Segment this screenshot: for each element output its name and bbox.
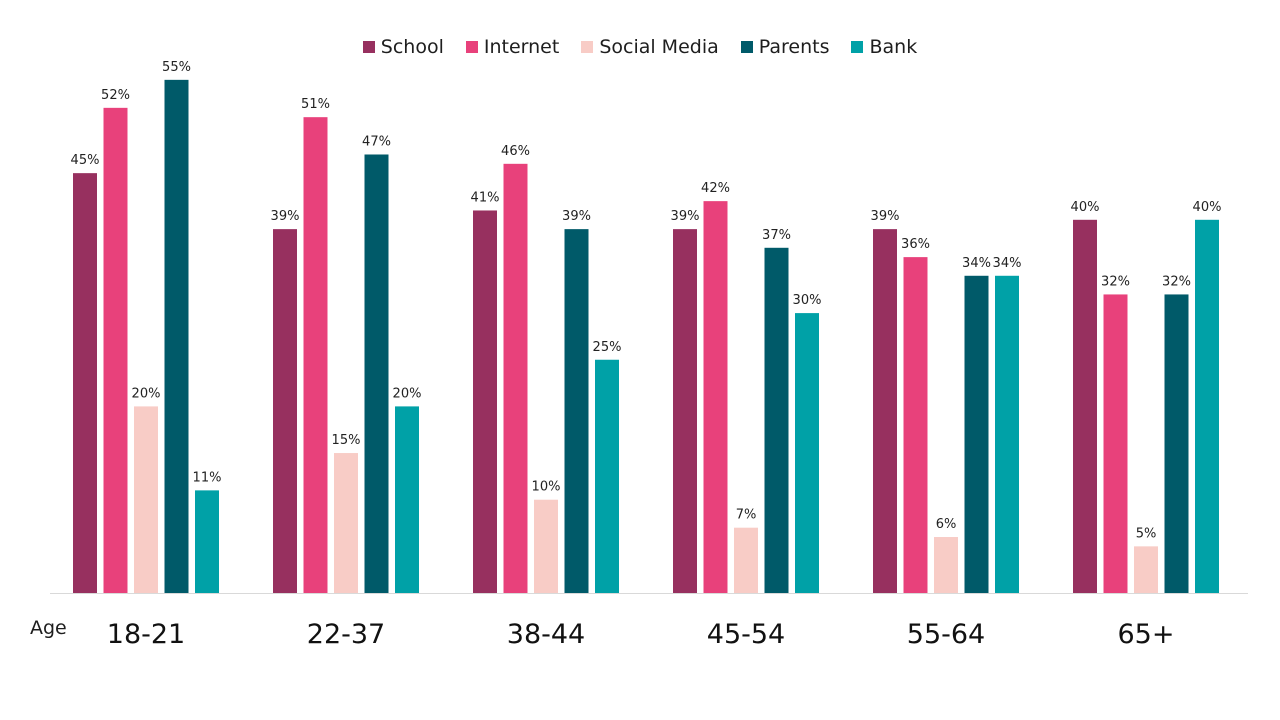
data-label: 32%	[1162, 274, 1191, 289]
bar-school-38-44	[473, 210, 497, 593]
data-label: 37%	[762, 228, 791, 243]
legend-label: School	[380, 36, 444, 58]
data-label: 25%	[593, 340, 622, 355]
legend-item-social-media: Social Media	[581, 36, 719, 58]
bar-internet-22-37	[303, 117, 328, 594]
data-label: 52%	[101, 88, 130, 103]
bar-internet-38-44	[503, 163, 528, 593]
legend-label: Bank	[869, 36, 918, 58]
legend-swatch	[851, 41, 864, 53]
category-label: 55-64	[907, 619, 985, 650]
legend-label: Internet	[483, 36, 560, 58]
data-label: 20%	[132, 386, 161, 401]
data-label: 42%	[701, 181, 730, 196]
bar-social-media-55-64	[934, 537, 958, 593]
bar-parents-45-54	[764, 247, 789, 594]
bar-internet-55-64	[903, 257, 928, 593]
data-label: 15%	[332, 433, 361, 448]
bar-parents-65+	[1164, 294, 1189, 593]
data-label: 34%	[962, 256, 991, 271]
legend-item-school: School	[362, 36, 444, 58]
data-label: 34%	[993, 256, 1022, 271]
data-label: 40%	[1071, 200, 1100, 215]
data-label: 39%	[871, 209, 900, 224]
data-label: 6%	[936, 517, 957, 532]
bar-parents-38-44	[564, 229, 589, 593]
legend-item-internet: Internet	[465, 36, 560, 58]
data-label: 39%	[671, 209, 700, 224]
bar-internet-45-54	[703, 201, 728, 593]
data-label: 46%	[501, 144, 530, 159]
x-axis-label: Age	[30, 617, 67, 639]
data-label: 5%	[1136, 526, 1157, 541]
bar-school-65+	[1073, 219, 1097, 594]
category-label: 18-21	[107, 619, 185, 650]
bar-school-55-64	[873, 229, 897, 593]
bar-bank-38-44	[595, 359, 619, 593]
bar-bank-45-54	[795, 313, 819, 593]
data-label: 10%	[532, 480, 561, 495]
data-label: 20%	[393, 386, 422, 401]
category-label: 22-37	[307, 619, 385, 650]
data-label: 40%	[1193, 200, 1222, 215]
data-label: 51%	[301, 97, 330, 112]
data-label: 39%	[271, 209, 300, 224]
legend-item-parents: Parents	[740, 36, 830, 58]
bar-social-media-18-21	[134, 406, 158, 593]
category-label: 65+	[1118, 619, 1175, 650]
bar-bank-55-64	[995, 275, 1019, 593]
data-label: 32%	[1101, 274, 1130, 289]
data-label: 55%	[162, 60, 191, 75]
bar-social-media-65+	[1134, 546, 1158, 593]
bar-school-18-21	[73, 173, 97, 593]
data-label: 7%	[736, 508, 757, 523]
data-label: 11%	[193, 470, 222, 485]
data-label: 45%	[71, 153, 100, 168]
bar-parents-55-64	[964, 275, 989, 593]
chart-legend: School Internet Social Media Parents Bank	[0, 36, 1280, 58]
bar-social-media-45-54	[734, 527, 758, 593]
legend-item-bank: Bank	[851, 36, 917, 58]
bar-bank-18-21	[195, 490, 219, 593]
category-label: 45-54	[707, 619, 785, 650]
legend-swatch	[362, 41, 375, 53]
category-label: 38-44	[507, 619, 585, 650]
data-label: 30%	[793, 293, 822, 308]
bar-bank-65+	[1195, 219, 1219, 594]
legend-swatch	[581, 41, 594, 53]
bar-parents-22-37	[364, 154, 389, 594]
legend-label: Social Media	[599, 36, 719, 58]
bar-internet-65+	[1103, 294, 1128, 593]
data-label: 36%	[901, 237, 930, 252]
bar-social-media-38-44	[534, 499, 558, 593]
legend-swatch	[740, 41, 753, 53]
bar-parents-18-21	[164, 79, 189, 594]
bar-school-45-54	[673, 229, 697, 593]
legend-swatch	[465, 41, 478, 53]
data-label: 41%	[471, 190, 500, 205]
data-label: 47%	[362, 134, 391, 149]
bar-social-media-22-37	[334, 453, 358, 593]
legend-label: Parents	[758, 36, 830, 58]
bar-internet-18-21	[103, 107, 128, 593]
bar-school-22-37	[273, 229, 297, 593]
data-label: 39%	[562, 209, 591, 224]
bar-bank-22-37	[395, 406, 419, 593]
